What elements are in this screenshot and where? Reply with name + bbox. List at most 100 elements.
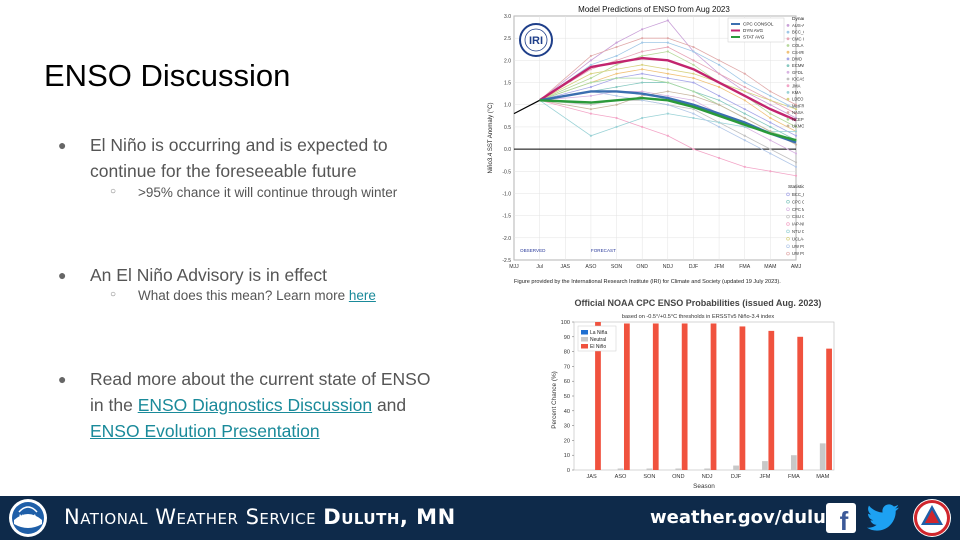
model-point — [615, 72, 618, 75]
model-point — [717, 99, 721, 102]
bullet-el-nino-occurring: ● El Niño is occurring and is expected t… — [58, 132, 438, 184]
facebook-glyph: f — [840, 506, 849, 533]
model-point — [769, 170, 772, 173]
bar-neutral — [646, 468, 653, 470]
model-point — [717, 94, 721, 97]
noaa-logo-icon[interactable]: NOAA — [8, 498, 48, 538]
website-link[interactable]: weather.gov/duluth — [650, 507, 848, 528]
plume-xtick: SON — [611, 264, 622, 270]
model-point — [717, 85, 721, 89]
model-point — [641, 77, 644, 80]
prob-xtick: OND — [672, 474, 684, 480]
plume-ytick: -1.0 — [502, 191, 511, 197]
bar-elnino — [797, 336, 804, 470]
prob-legend-label: Neutral — [590, 337, 606, 343]
prob-xtick: DJF — [731, 474, 742, 480]
plume-ytick: -2.0 — [502, 236, 511, 242]
bullet-dot-icon: ● — [58, 267, 67, 283]
statistical-model-label: NTU CODA — [792, 229, 804, 234]
model-point — [589, 72, 593, 75]
bullet-dot-icon: ● — [58, 371, 67, 387]
model-point — [692, 108, 695, 111]
model-point — [589, 85, 593, 89]
prob-frame — [573, 321, 835, 471]
model-point — [717, 156, 721, 160]
bar-elnino — [768, 330, 775, 470]
plume-ytick: 2.0 — [504, 58, 511, 64]
bar-neutral — [790, 455, 797, 470]
here-link[interactable]: here — [348, 288, 376, 303]
statistical-marker — [786, 222, 790, 226]
model-point — [641, 54, 644, 58]
model-point — [769, 116, 772, 120]
dynamical-marker — [786, 70, 790, 74]
model-point — [641, 99, 644, 102]
prob-xtick: NDJ — [702, 474, 713, 480]
model-point — [666, 103, 669, 106]
model-point — [589, 54, 593, 58]
model-point — [717, 63, 721, 66]
plume-xtick: FMA — [739, 264, 750, 270]
noaa-logo-text: NOAA — [19, 515, 37, 521]
model-point — [717, 121, 721, 124]
model-point — [794, 143, 798, 146]
avg-legend-label: DYN AVG — [743, 28, 764, 33]
model-point — [794, 134, 798, 137]
prob-legend-label: El Niño — [590, 344, 606, 350]
model-point — [666, 94, 669, 97]
model-point — [743, 81, 746, 84]
bullet-dot-icon: ● — [58, 137, 67, 153]
model-point — [641, 90, 644, 93]
model-point — [615, 94, 618, 97]
model-point — [743, 99, 746, 102]
plume-ytick: 0.0 — [504, 147, 511, 153]
dynamical-marker — [786, 111, 790, 114]
twitter-icon[interactable] — [866, 504, 900, 532]
plume-xtick: OND — [636, 264, 648, 270]
plume-ytick: -1.5 — [502, 214, 511, 220]
prob-ytick: 70 — [564, 364, 570, 370]
statistical-marker — [786, 229, 790, 234]
model-point — [615, 59, 618, 62]
model-point — [692, 116, 695, 120]
nws-logo-icon[interactable] — [912, 498, 952, 538]
model-point — [769, 90, 772, 93]
bar-neutral — [762, 461, 768, 470]
prob-legend-label: La Niña — [590, 330, 607, 336]
dynamical-marker — [786, 64, 790, 67]
enso-diagnostics-link[interactable]: ENSO Diagnostics Discussion — [137, 395, 373, 415]
model-point — [692, 94, 695, 97]
plume-title: Model Predictions of ENSO from Aug 2023 — [578, 5, 730, 14]
model-point — [641, 68, 644, 71]
prob-xtick: MAM — [816, 474, 829, 480]
dynamical-marker — [786, 104, 790, 108]
model-point — [615, 103, 618, 106]
iri-logo-icon: IRI — [519, 23, 553, 57]
model-point — [769, 121, 772, 124]
model-point — [641, 50, 644, 53]
model-point — [794, 103, 798, 106]
prob-ylabel: Percent Chance (%) — [551, 371, 558, 429]
prob-ytick: 10 — [564, 453, 570, 459]
model-point — [589, 112, 593, 115]
prob-xtick: JAS — [586, 474, 597, 480]
statistical-marker — [786, 200, 790, 204]
model-point — [743, 116, 746, 120]
enso-evolution-link[interactable]: ENSO Evolution Presentation — [90, 421, 320, 441]
model-point — [666, 77, 669, 80]
bullet-text-and: and — [372, 395, 407, 415]
bar-neutral — [733, 465, 739, 470]
model-point — [641, 125, 644, 129]
model-point — [692, 50, 695, 53]
bar-elnino — [623, 323, 630, 470]
model-point — [692, 81, 695, 84]
plume-xtick: JFM — [714, 264, 724, 270]
model-point — [769, 125, 772, 129]
dynamical-marker — [786, 97, 790, 101]
model-line — [539, 91, 797, 168]
facebook-icon[interactable]: f — [826, 503, 856, 533]
model-point — [666, 134, 669, 137]
bar-neutral — [819, 443, 826, 470]
model-line — [539, 37, 797, 106]
model-point — [769, 94, 772, 97]
